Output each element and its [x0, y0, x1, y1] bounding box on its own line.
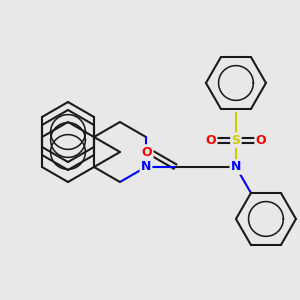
Text: N: N: [231, 160, 241, 173]
Text: O: O: [256, 134, 266, 146]
Text: N: N: [141, 160, 151, 173]
Text: O: O: [142, 146, 152, 158]
Text: O: O: [206, 134, 216, 146]
Text: S: S: [231, 134, 240, 146]
